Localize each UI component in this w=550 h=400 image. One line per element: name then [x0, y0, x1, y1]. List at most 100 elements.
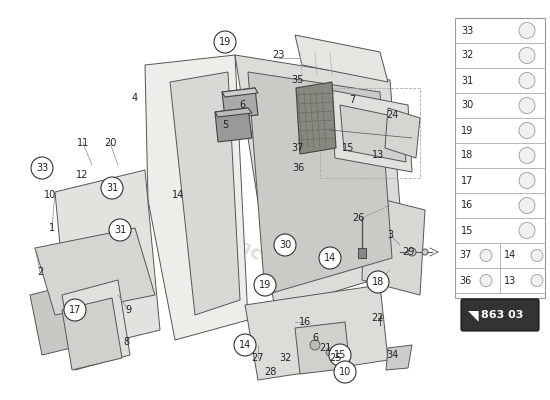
Circle shape — [31, 157, 53, 179]
Text: 14: 14 — [324, 253, 336, 263]
Circle shape — [326, 348, 334, 356]
Polygon shape — [295, 35, 388, 82]
Polygon shape — [295, 322, 350, 374]
Polygon shape — [35, 228, 155, 315]
Polygon shape — [385, 108, 420, 158]
Polygon shape — [62, 280, 130, 370]
Text: 16: 16 — [299, 317, 311, 327]
Text: 19: 19 — [259, 280, 271, 290]
Text: 24: 24 — [386, 110, 398, 120]
Text: 7: 7 — [349, 95, 355, 105]
Text: 14: 14 — [504, 250, 516, 260]
Polygon shape — [215, 108, 252, 142]
Polygon shape — [386, 345, 412, 370]
Circle shape — [519, 98, 535, 114]
Polygon shape — [330, 90, 412, 172]
Circle shape — [519, 198, 535, 214]
Text: 18: 18 — [372, 277, 384, 287]
Circle shape — [519, 122, 535, 138]
Polygon shape — [30, 275, 125, 355]
Text: 31: 31 — [461, 76, 473, 86]
Text: 31: 31 — [114, 225, 126, 235]
Text: 20: 20 — [104, 138, 116, 148]
Text: 863 03: 863 03 — [481, 310, 524, 320]
Text: 35: 35 — [292, 75, 304, 85]
Polygon shape — [222, 88, 258, 118]
Text: 13: 13 — [372, 150, 384, 160]
Polygon shape — [245, 285, 388, 380]
Text: 36: 36 — [459, 276, 471, 286]
Polygon shape — [170, 72, 240, 315]
Polygon shape — [222, 88, 258, 97]
Bar — [455, 18, 545, 298]
Text: 19: 19 — [461, 126, 473, 136]
Text: 15: 15 — [461, 226, 474, 236]
Text: 17: 17 — [461, 176, 474, 186]
Text: 12: 12 — [76, 170, 88, 180]
Polygon shape — [296, 82, 336, 154]
Text: 29: 29 — [402, 247, 414, 257]
Circle shape — [519, 72, 535, 88]
Circle shape — [519, 222, 535, 238]
Circle shape — [109, 219, 131, 241]
Circle shape — [329, 344, 351, 366]
Text: 2: 2 — [37, 267, 43, 277]
Text: 11: 11 — [77, 138, 89, 148]
Text: 8: 8 — [123, 337, 129, 347]
Circle shape — [408, 248, 416, 256]
Circle shape — [519, 48, 535, 64]
Polygon shape — [248, 72, 392, 295]
Text: 22: 22 — [372, 313, 384, 323]
Circle shape — [519, 172, 535, 188]
Circle shape — [519, 22, 535, 38]
Text: 32: 32 — [461, 50, 474, 60]
Text: 26: 26 — [352, 213, 364, 223]
Text: 17: 17 — [69, 305, 81, 315]
Text: 34: 34 — [386, 350, 398, 360]
Circle shape — [334, 361, 356, 383]
Polygon shape — [358, 248, 366, 258]
Text: 6: 6 — [239, 100, 245, 110]
Polygon shape — [55, 170, 160, 352]
Text: a passion since 1985: a passion since 1985 — [120, 175, 331, 299]
Text: 21: 21 — [319, 343, 331, 353]
Circle shape — [254, 274, 276, 296]
Text: 33: 33 — [36, 163, 48, 173]
Text: 37: 37 — [459, 250, 471, 260]
Text: 25: 25 — [329, 353, 341, 363]
Text: 13: 13 — [504, 276, 516, 286]
Text: 23: 23 — [272, 50, 284, 60]
Circle shape — [519, 148, 535, 164]
Polygon shape — [235, 55, 405, 310]
Text: 30: 30 — [461, 100, 473, 110]
Circle shape — [367, 271, 389, 293]
Polygon shape — [340, 105, 406, 162]
Text: 19: 19 — [219, 37, 231, 47]
Text: 4: 4 — [132, 93, 138, 103]
Text: 15: 15 — [342, 143, 354, 153]
Text: 31: 31 — [106, 183, 118, 193]
Text: 18: 18 — [461, 150, 473, 160]
Circle shape — [214, 31, 236, 53]
Text: 32: 32 — [279, 353, 291, 363]
Circle shape — [531, 250, 543, 262]
Text: 10: 10 — [44, 190, 56, 200]
Text: 27: 27 — [252, 353, 264, 363]
Circle shape — [422, 249, 428, 255]
Text: 6: 6 — [312, 333, 318, 343]
Circle shape — [64, 299, 86, 321]
Circle shape — [531, 274, 543, 286]
Text: 16: 16 — [461, 200, 473, 210]
Circle shape — [234, 334, 256, 356]
Text: 5: 5 — [222, 120, 228, 130]
Text: 1: 1 — [49, 223, 55, 233]
Text: 3: 3 — [387, 230, 393, 240]
Polygon shape — [62, 298, 122, 370]
Circle shape — [310, 340, 320, 350]
Polygon shape — [215, 108, 252, 117]
Circle shape — [274, 234, 296, 256]
Text: 14: 14 — [239, 340, 251, 350]
Bar — [320, 88, 420, 178]
Circle shape — [480, 250, 492, 262]
Text: 14: 14 — [172, 190, 184, 200]
